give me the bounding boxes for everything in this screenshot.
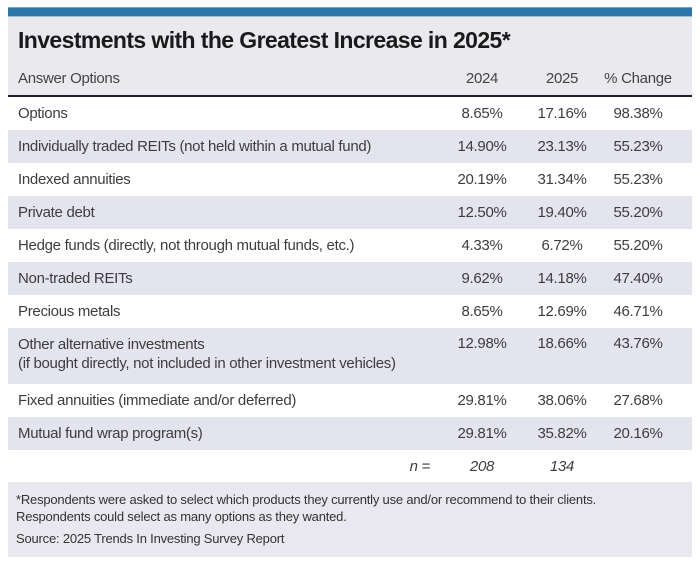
value-2025: 35.82% [537, 425, 587, 442]
table-row: Non-traded REITs 9.62% 14.18% 47.40% [8, 262, 692, 295]
table-row: Individually traded REITs (not held with… [8, 130, 692, 163]
value-2025: 23.13% [537, 138, 587, 155]
value-2025: 18.66% [537, 335, 587, 352]
row-label: Options [18, 105, 68, 122]
table-title: Investments with the Greatest Increase i… [18, 27, 511, 53]
table-row: Precious metals 8.65% 12.69% 46.71% [8, 295, 692, 328]
table-row: Options 8.65% 17.16% 98.38% [8, 97, 692, 130]
column-header-row: Answer Options 2024 2025 % Change [8, 62, 692, 95]
footnote-line-2: Respondents could select as many options… [16, 509, 347, 524]
value-2025: 31.34% [537, 171, 587, 188]
table-body: Options 8.65% 17.16% 98.38% Individually… [8, 97, 692, 482]
column-header-2024: 2024 [465, 70, 499, 87]
value-pct-change: 46.71% [613, 303, 663, 320]
table-row: Other alternative investments (if bought… [8, 328, 692, 384]
table-row: Fixed annuities (immediate and/or deferr… [8, 384, 692, 417]
value-2024: 29.81% [457, 392, 507, 409]
value-pct-change: 27.68% [613, 392, 663, 409]
row-label: Hedge funds (directly, not through mutua… [18, 237, 355, 254]
value-2025: 12.69% [537, 303, 587, 320]
value-pct-change: 98.38% [613, 105, 663, 122]
value-2025: 6.72% [541, 237, 583, 254]
value-pct-change: 20.16% [613, 425, 663, 442]
value-2024: 20.19% [457, 171, 507, 188]
value-2025: 17.16% [537, 105, 587, 122]
value-pct-change: 55.20% [613, 204, 663, 221]
row-label: Non-traded REITs [18, 270, 133, 287]
top-accent-bar [8, 7, 692, 17]
value-pct-change: 47.40% [613, 270, 663, 287]
table-row: Private debt 12.50% 19.40% 55.20% [8, 196, 692, 229]
value-2024: 29.81% [457, 425, 507, 442]
value-2024: 8.65% [461, 303, 503, 320]
table-row: Indexed annuities 20.19% 31.34% 55.23% [8, 163, 692, 196]
source-line: Source: 2025 Trends In Investing Survey … [16, 531, 285, 546]
value-2024: 8.65% [461, 105, 503, 122]
sample-size-label: n = [409, 457, 431, 475]
table-header-panel: Investments with the Greatest Increase i… [8, 17, 692, 95]
value-2024: 12.50% [457, 204, 507, 221]
survey-table-figure: Investments with the Greatest Increase i… [8, 7, 692, 557]
value-pct-change: 43.76% [613, 335, 663, 352]
row-label: Indexed annuities [18, 171, 131, 188]
value-2024: 14.90% [457, 138, 507, 155]
row-label: Mutual fund wrap program(s) [18, 425, 203, 442]
row-label: Private debt [18, 204, 95, 221]
table-row: Hedge funds (directly, not through mutua… [8, 229, 692, 262]
value-pct-change: 55.23% [613, 171, 663, 188]
footnote-block: *Respondents were asked to select which … [8, 482, 692, 557]
sample-size-row: n = 208 134 [8, 450, 692, 482]
sample-size-2025: 134 [549, 457, 575, 475]
row-label: Fixed annuities (immediate and/or deferr… [18, 392, 297, 409]
row-label: Precious metals [18, 303, 121, 320]
row-label: Individually traded REITs (not held with… [18, 138, 372, 155]
value-2024: 12.98% [457, 335, 507, 352]
row-label-line-2: (if bought directly, not included in oth… [18, 355, 396, 372]
value-2025: 38.06% [537, 392, 587, 409]
table-row: Mutual fund wrap program(s) 29.81% 35.82… [8, 417, 692, 450]
value-2024: 4.33% [461, 237, 503, 254]
value-pct-change: 55.20% [613, 237, 663, 254]
column-header-pct-change: % Change [604, 70, 672, 87]
row-label-line-1: Other alternative investments [18, 336, 205, 353]
column-header-2025: 2025 [545, 70, 579, 87]
value-2025: 14.18% [537, 270, 587, 287]
row-label: Other alternative investments (if bought… [8, 335, 442, 373]
sample-size-2024: 208 [469, 457, 495, 475]
value-2025: 19.40% [537, 204, 587, 221]
footnote-line-1: *Respondents were asked to select which … [16, 492, 597, 507]
value-pct-change: 55.23% [613, 138, 663, 155]
header-divider-rule [8, 95, 692, 97]
value-2024: 9.62% [461, 270, 503, 287]
column-header-answer-options: Answer Options [18, 70, 120, 87]
